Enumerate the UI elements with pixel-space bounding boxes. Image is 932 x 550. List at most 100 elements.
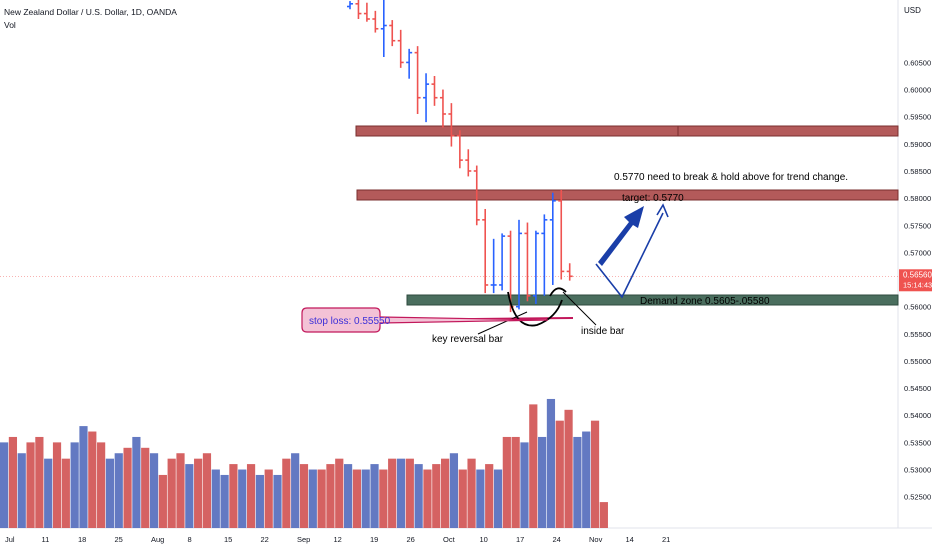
volume-bar — [264, 469, 273, 528]
demand-zone[interactable] — [406, 294, 899, 306]
ohlc-bar — [423, 73, 430, 123]
price-tick-label: 0.52500 — [904, 493, 931, 502]
time-tick-label: 26 — [407, 535, 415, 544]
volume-bar — [493, 469, 503, 528]
price-tick-label: 0.54500 — [904, 384, 931, 393]
volume-bar — [8, 436, 18, 528]
volume-bar — [246, 464, 256, 528]
volume-bar — [405, 458, 414, 528]
volume-bar — [44, 458, 53, 528]
volume-bar — [352, 469, 361, 528]
volume-bar — [326, 464, 335, 528]
volume-bar — [185, 464, 194, 528]
volume-bar — [88, 431, 97, 528]
resistance-zone-target[interactable] — [356, 189, 899, 201]
time-tick-label: Nov — [589, 535, 603, 544]
resistance-zone-upper[interactable] — [355, 125, 899, 137]
ohlc-bars — [347, 0, 573, 313]
volume-indicator-label: Vol — [4, 20, 16, 30]
stop-loss-label: stop loss: 0.55550 — [309, 316, 391, 327]
trend-note: 0.5770 need to break & hold above for tr… — [614, 172, 848, 183]
ohlc-bar — [448, 103, 455, 147]
stop-loss-callout[interactable] — [301, 307, 549, 333]
volume-bar — [441, 458, 450, 528]
volume-bar — [123, 447, 132, 528]
ohlc-bar — [456, 130, 463, 169]
inside-bar-curve — [549, 287, 567, 297]
ohlc-bar — [347, 1, 353, 10]
ohlc-bar — [389, 20, 396, 47]
ohlc-bar — [397, 29, 404, 68]
volume-bar — [70, 442, 79, 528]
ohlc-bar — [516, 219, 522, 310]
current-price-tag[interactable]: 0.56560 15:14:43 — [899, 269, 932, 292]
time-tick-label: 18 — [78, 535, 86, 544]
volume-bar — [555, 420, 564, 528]
ohlc-bar — [414, 46, 421, 114]
price-tick-label: 0.60500 — [904, 58, 931, 67]
volume-bar — [476, 469, 485, 528]
price-tick-label: 0.53000 — [904, 466, 931, 475]
ohlc-bar — [541, 214, 548, 296]
ohlc-bar — [566, 263, 573, 281]
ohlc-bar — [549, 192, 556, 285]
inside-bar-pointer — [562, 291, 597, 326]
volume-bar — [158, 474, 167, 528]
time-tick-label: 15 — [224, 535, 232, 544]
price-axis[interactable]: 0.60500 0.60000 0.59500 0.59000 0.58500 0.580… — [904, 58, 931, 501]
volume-bar — [141, 447, 150, 528]
ohlc-bar — [363, 2, 370, 22]
demand-zone-label: Demand zone 0.5605-.05580 — [640, 296, 770, 307]
volume-bar — [564, 409, 573, 528]
volume-bar — [343, 464, 353, 528]
ohlc-bar — [473, 165, 480, 226]
volume-bar — [105, 458, 115, 528]
volume-bar — [361, 469, 370, 528]
ohlc-bar — [482, 208, 489, 294]
time-tick-label: 11 — [42, 535, 50, 544]
volume-bar — [414, 464, 423, 528]
volume-bar — [0, 442, 9, 528]
volume-bar — [423, 469, 432, 528]
volume-bar — [502, 436, 511, 528]
volume-bar — [114, 453, 123, 528]
volume-bar — [590, 420, 600, 528]
ohlc-bar — [532, 230, 539, 304]
volume-bar — [467, 458, 476, 528]
price-tick-label: 0.59000 — [904, 140, 931, 149]
price-tick-label: 0.54000 — [904, 411, 931, 420]
time-tick-label: 24 — [553, 535, 561, 544]
time-tick-label: Jul — [5, 535, 15, 544]
time-tick-label: Oct — [443, 535, 456, 544]
price-tick-label: 0.59500 — [904, 113, 931, 122]
time-axis[interactable]: Jul 11 18 25 Aug 8 15 22 Sep 12 19 26 Oct 10 17 24 Nov 14… — [5, 535, 670, 544]
volume-bar — [17, 453, 26, 528]
time-tick-label: 21 — [662, 535, 670, 544]
price-tick-label: 0.55500 — [904, 330, 931, 339]
volume-bar — [26, 442, 35, 528]
volume-bar — [291, 453, 300, 528]
time-tick-label: 10 — [480, 535, 488, 544]
volume-bar — [35, 436, 44, 528]
time-tick-label: 22 — [261, 535, 269, 544]
volume-bar — [599, 502, 608, 528]
volume-bar — [546, 398, 556, 528]
volume-bar — [52, 442, 62, 528]
volume-bar — [167, 458, 176, 528]
volume-bar — [370, 464, 379, 528]
ohlc-bar — [558, 189, 565, 280]
price-tag-value: 0.56560 — [903, 270, 932, 279]
ohlc-bar — [380, 0, 387, 57]
volume-bar — [61, 458, 70, 528]
price-tick-label: 0.60000 — [904, 86, 931, 95]
volume-bar — [308, 469, 317, 528]
price-tick-label: 0.57500 — [904, 221, 931, 230]
volume-bar — [379, 469, 388, 528]
ohlc-bar — [406, 48, 413, 79]
volume-bar — [396, 458, 406, 528]
ohlc-bar — [524, 222, 531, 302]
volume-bar — [132, 436, 141, 528]
volume-bar — [335, 458, 344, 528]
price-tick-label: 0.58500 — [904, 167, 931, 176]
